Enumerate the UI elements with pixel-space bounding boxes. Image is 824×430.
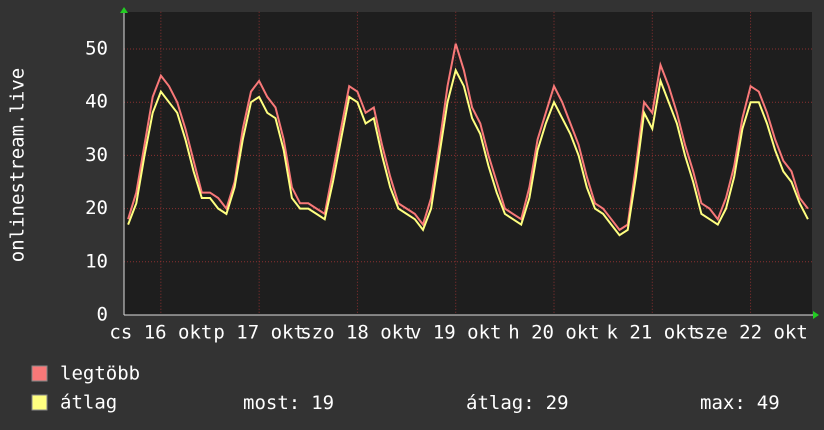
y-tick-label: 50 <box>85 38 108 60</box>
stat-value: 49 <box>757 392 780 414</box>
x-tick-label: h 20 okt <box>508 322 600 344</box>
y-arrow <box>120 7 128 13</box>
x-tick-label: cs 16 okt <box>109 322 212 344</box>
stat: átlag: 29 <box>466 392 569 414</box>
stat-label: átlag: <box>466 392 535 414</box>
x-tick-label: v 19 okt <box>410 322 502 344</box>
x-tick-label: sze 22 okt <box>693 322 807 344</box>
legend-swatch <box>31 365 48 382</box>
y-tick-label: 0 <box>97 304 108 326</box>
legend-label: átlag <box>60 392 117 414</box>
x-tick-label: k 21 okt <box>607 322 699 344</box>
legend-swatch <box>31 394 48 411</box>
series-line <box>127 67 809 237</box>
y-tick-label: 20 <box>85 197 108 219</box>
legend-label: legtöbb <box>60 363 140 385</box>
stat: most: 19 <box>243 392 334 414</box>
stat: max: 49 <box>700 392 780 414</box>
series-line <box>127 43 809 232</box>
y-tick-label: 30 <box>85 144 108 166</box>
stat-value: 19 <box>311 392 334 414</box>
lines <box>127 43 809 237</box>
x-tick-label: szo 18 okt <box>300 322 414 344</box>
y-tick-label: 40 <box>85 91 108 113</box>
stat-label: most: <box>243 392 300 414</box>
stat-label: max: <box>700 392 746 414</box>
legend: legtöbb átlag most: 19 átlag: 29 max: 49 <box>31 363 780 414</box>
x-tick-label: p 17 okt <box>213 322 305 344</box>
stat-value: 29 <box>546 392 569 414</box>
y-axis-title: onlinestream.live <box>7 68 29 262</box>
y-tick-label: 10 <box>85 250 108 272</box>
x-arrow <box>813 311 819 319</box>
plot-area <box>124 12 812 315</box>
